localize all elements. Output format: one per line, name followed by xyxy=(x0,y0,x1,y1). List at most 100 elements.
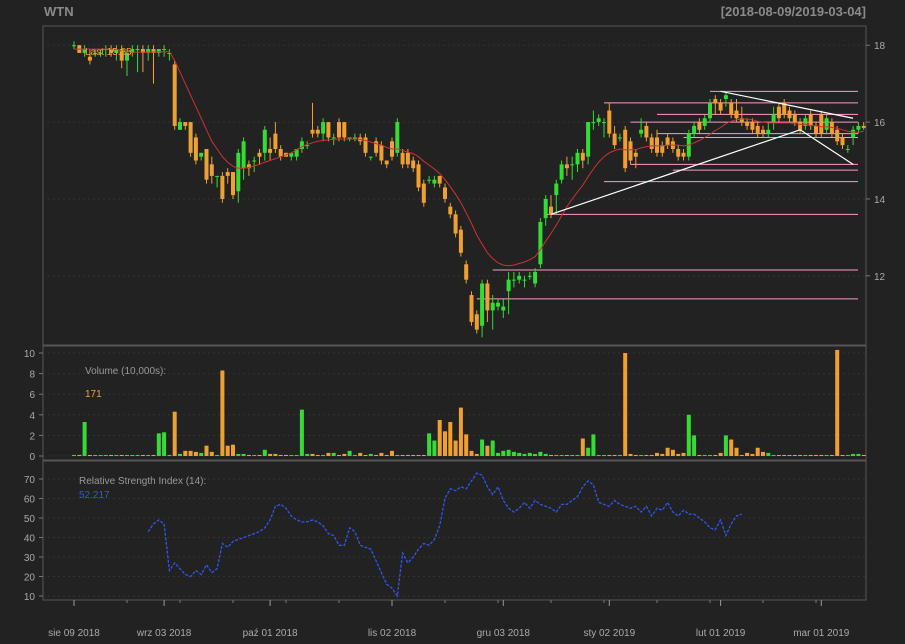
candle-body xyxy=(665,137,670,146)
candle-body xyxy=(702,118,707,126)
volume-bar xyxy=(676,453,681,456)
candle-body xyxy=(331,137,336,139)
volume-bar xyxy=(665,447,670,456)
volume-bar xyxy=(723,435,728,456)
candle-body xyxy=(474,314,479,330)
volume-bar xyxy=(87,454,92,456)
volume-bar xyxy=(533,453,538,456)
volume-bar xyxy=(109,454,114,456)
candle-body xyxy=(496,302,500,307)
volume-tick-label: 2 xyxy=(29,431,35,442)
candle-body xyxy=(199,152,204,157)
candle-body xyxy=(681,152,686,157)
volume-bar xyxy=(570,454,575,456)
volume-bar xyxy=(506,449,511,456)
candle-body xyxy=(861,125,866,128)
volume-bar xyxy=(755,447,760,456)
candle-body xyxy=(178,122,182,130)
candle-body xyxy=(527,275,532,277)
volume-bar xyxy=(851,453,856,456)
volume-bar xyxy=(522,453,527,456)
volume-tick-label: 8 xyxy=(29,370,35,381)
candle-body xyxy=(135,49,140,51)
candle-body xyxy=(617,137,622,139)
volume-bar xyxy=(390,450,394,456)
candle-body xyxy=(125,52,129,61)
price-tick-label: 12 xyxy=(874,272,886,283)
volume-bar xyxy=(787,454,792,456)
candle-body xyxy=(432,179,437,184)
candle-body xyxy=(745,122,750,126)
volume-bar xyxy=(427,433,432,456)
candle-body xyxy=(628,141,633,161)
trend-line xyxy=(720,90,854,119)
volume-bar xyxy=(739,454,744,456)
candle-body xyxy=(299,141,304,149)
volume-bar xyxy=(761,451,765,456)
volume-bar xyxy=(114,454,119,456)
candle-body xyxy=(289,152,294,157)
volume-bar xyxy=(188,450,193,456)
candle-body xyxy=(172,64,177,126)
volume-panel-title: Volume (10,000s): xyxy=(85,366,166,377)
x-tick-label: wrz 03 2018 xyxy=(136,628,192,639)
candle-body xyxy=(517,275,522,280)
candle-body xyxy=(321,122,326,134)
candle-body xyxy=(575,152,580,165)
volume-bar xyxy=(268,453,273,456)
candle-body xyxy=(305,145,310,147)
volume-bar xyxy=(702,454,707,456)
candle-body xyxy=(522,279,527,281)
candle-body xyxy=(130,49,135,53)
volume-bar xyxy=(591,434,596,456)
volume-bar xyxy=(146,454,151,456)
candle-body xyxy=(787,110,792,119)
volume-bar xyxy=(342,453,347,456)
volume-bar xyxy=(602,454,606,456)
candle-body xyxy=(586,122,591,157)
volume-bar xyxy=(236,453,241,456)
volume-bar xyxy=(305,453,310,456)
volume-bar xyxy=(729,439,734,456)
volume-bar xyxy=(511,451,516,456)
volume-bar xyxy=(655,452,659,456)
candle-body xyxy=(803,118,808,126)
rsi-line-path xyxy=(147,472,743,598)
volume-bar xyxy=(193,451,198,456)
panel-frames xyxy=(42,25,867,601)
candle-body xyxy=(713,99,718,103)
volume-bar xyxy=(713,454,718,456)
candle-body xyxy=(183,122,188,126)
candle-body xyxy=(750,122,755,130)
candle-body xyxy=(405,152,410,165)
candle-body xyxy=(257,152,262,157)
volume-bar xyxy=(649,454,654,456)
volume-bar xyxy=(474,453,479,456)
candle-body xyxy=(501,306,506,311)
candle-body xyxy=(215,175,220,177)
volume-bar xyxy=(538,451,543,456)
volume-bar xyxy=(554,454,559,456)
candle-body xyxy=(151,49,156,53)
volume-bar xyxy=(93,454,98,456)
trend-line xyxy=(550,129,801,215)
volume-bar xyxy=(485,445,490,456)
candle-body xyxy=(156,49,161,53)
volume-bar xyxy=(580,438,585,456)
volume-bar xyxy=(845,454,850,456)
volume-bar xyxy=(543,453,548,456)
candle-body xyxy=(766,129,771,134)
candle-body xyxy=(416,164,421,188)
volume-bar xyxy=(352,454,357,456)
candle-body xyxy=(506,279,511,292)
volume-bar xyxy=(856,453,861,456)
rsi-line xyxy=(147,472,743,598)
rsi-tick-label: 60 xyxy=(24,495,36,506)
volume-bar xyxy=(167,454,172,456)
volume-bar xyxy=(527,452,532,456)
volume-bar xyxy=(453,440,458,456)
volume-bar xyxy=(458,407,463,456)
volume-bar xyxy=(384,454,389,456)
moving-average-line xyxy=(74,48,864,267)
volume-bar xyxy=(199,452,204,456)
